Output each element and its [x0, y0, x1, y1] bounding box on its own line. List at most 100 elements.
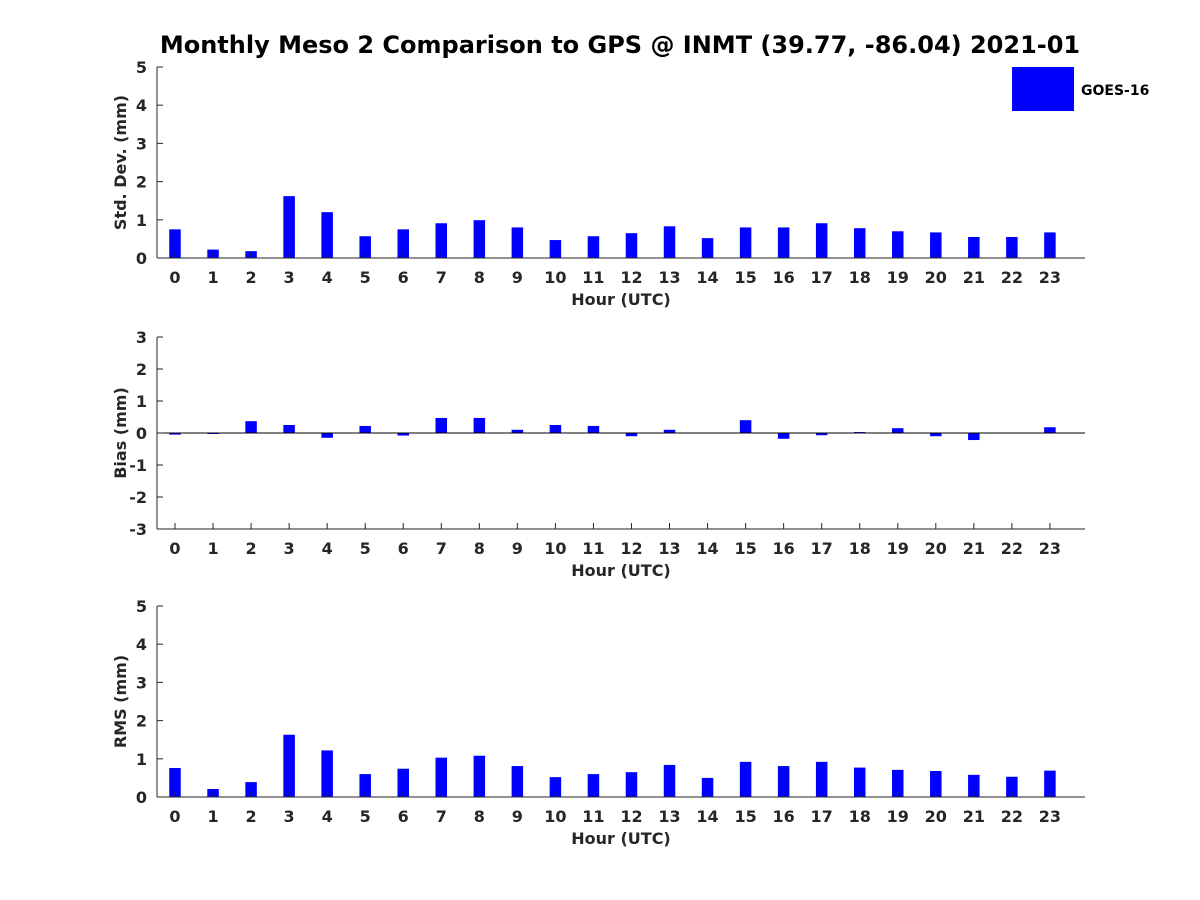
- x-tick-label: 14: [696, 807, 718, 826]
- bar-hour-8: [473, 417, 486, 433]
- bar-hour-19: [892, 428, 904, 433]
- x-tick-label: 5: [360, 807, 371, 826]
- x-tick-label: 10: [544, 807, 566, 826]
- bar-hour-4: [321, 750, 333, 797]
- x-tick-label: 21: [963, 268, 985, 287]
- x-tick-label: 17: [811, 268, 833, 287]
- y-tick-label: 4: [136, 96, 147, 115]
- bar-hour-19: [892, 231, 904, 258]
- bar-hour-20: [930, 771, 942, 797]
- bar-hour-21: [968, 774, 980, 797]
- y-tick-label: -3: [129, 520, 147, 539]
- x-tick-label: 12: [620, 807, 642, 826]
- bar-hour-5: [359, 774, 371, 797]
- bar-hour-6: [397, 433, 409, 436]
- x-tick-label: 8: [474, 807, 485, 826]
- bar-hour-20: [930, 232, 942, 258]
- y-axis-label: RMS (mm): [111, 655, 130, 748]
- chart-title: Monthly Meso 2 Comparison to GPS @ INMT …: [160, 31, 1080, 59]
- x-tick-label: 2: [246, 539, 257, 558]
- bar-hour-21: [968, 433, 980, 441]
- x-tick-label: 1: [207, 807, 218, 826]
- bar-hour-0: [169, 433, 181, 435]
- y-tick-label: -2: [129, 488, 147, 507]
- x-tick-label: 11: [582, 268, 604, 287]
- x-tick-label: 6: [398, 807, 409, 826]
- bar-hour-11: [587, 774, 600, 797]
- x-tick-label: 0: [169, 539, 180, 558]
- bar-hour-17: [815, 433, 828, 436]
- x-tick-label: 9: [512, 539, 523, 558]
- x-tick-label: 18: [849, 268, 871, 287]
- x-tick-label: 21: [963, 539, 985, 558]
- y-axis-label: Bias (mm): [111, 387, 130, 479]
- x-tick-label: 19: [887, 539, 909, 558]
- x-tick-label: 19: [887, 268, 909, 287]
- bar-hour-6: [397, 768, 409, 797]
- x-tick-label: 1: [207, 268, 218, 287]
- x-axis-label: Hour (UTC): [571, 290, 671, 309]
- y-tick-label: 0: [136, 424, 147, 443]
- bar-hour-8: [473, 220, 486, 258]
- x-tick-label: 14: [696, 268, 718, 287]
- x-tick-label: 16: [773, 539, 795, 558]
- bar-hour-6: [397, 229, 409, 258]
- x-tick-label: 22: [1001, 807, 1023, 826]
- x-tick-label: 3: [284, 807, 295, 826]
- bar-hour-11: [587, 425, 600, 433]
- y-tick-label: 5: [136, 58, 147, 77]
- legend: GOES-16: [1012, 67, 1149, 111]
- bar-hour-18: [853, 767, 866, 797]
- x-tick-label: 6: [398, 268, 409, 287]
- bar-hour-4: [321, 212, 333, 258]
- bar-hour-20: [930, 433, 942, 437]
- bar-hour-13: [663, 226, 676, 258]
- bar-hour-16: [777, 433, 790, 439]
- bar-hour-8: [473, 755, 486, 797]
- x-axis-label: Hour (UTC): [571, 829, 671, 848]
- bar-hour-3: [283, 196, 295, 258]
- bar-hour-9: [511, 429, 524, 433]
- x-axis-label: Hour (UTC): [571, 561, 671, 580]
- x-tick-label: 8: [474, 268, 485, 287]
- x-tick-label: 4: [322, 807, 333, 826]
- x-tick-label: 4: [322, 268, 333, 287]
- y-tick-label: 2: [136, 173, 147, 192]
- bar-hour-10: [549, 240, 562, 258]
- bar-hour-10: [549, 425, 562, 433]
- x-tick-label: 15: [734, 539, 756, 558]
- x-tick-label: 20: [925, 539, 947, 558]
- x-tick-label: 9: [512, 268, 523, 287]
- bar-hour-7: [435, 223, 448, 258]
- x-tick-label: 20: [925, 807, 947, 826]
- bar-hour-3: [283, 425, 295, 433]
- bar-hour-15: [739, 761, 752, 797]
- y-tick-label: 2: [136, 712, 147, 731]
- bar-hour-17: [815, 223, 828, 258]
- y-tick-label: 0: [136, 249, 147, 268]
- x-tick-label: 16: [773, 268, 795, 287]
- bar-hour-9: [511, 227, 524, 258]
- y-tick-label: 3: [136, 134, 147, 153]
- x-tick-label: 7: [436, 807, 447, 826]
- bar-hour-22: [1006, 236, 1018, 258]
- x-tick-label: 18: [849, 807, 871, 826]
- x-tick-label: 13: [658, 807, 680, 826]
- bar-hour-16: [777, 227, 790, 258]
- legend-label: GOES-16: [1081, 83, 1149, 99]
- x-tick-label: 23: [1039, 268, 1061, 287]
- bar-hour-0: [169, 229, 181, 258]
- y-tick-label: 5: [136, 597, 147, 616]
- bar-hour-15: [739, 420, 752, 433]
- x-tick-label: 11: [582, 539, 604, 558]
- x-tick-label: 5: [360, 539, 371, 558]
- bar-hour-23: [1044, 232, 1056, 258]
- x-tick-label: 22: [1001, 268, 1023, 287]
- x-tick-label: 23: [1039, 807, 1061, 826]
- x-tick-label: 0: [169, 807, 180, 826]
- x-tick-label: 13: [658, 268, 680, 287]
